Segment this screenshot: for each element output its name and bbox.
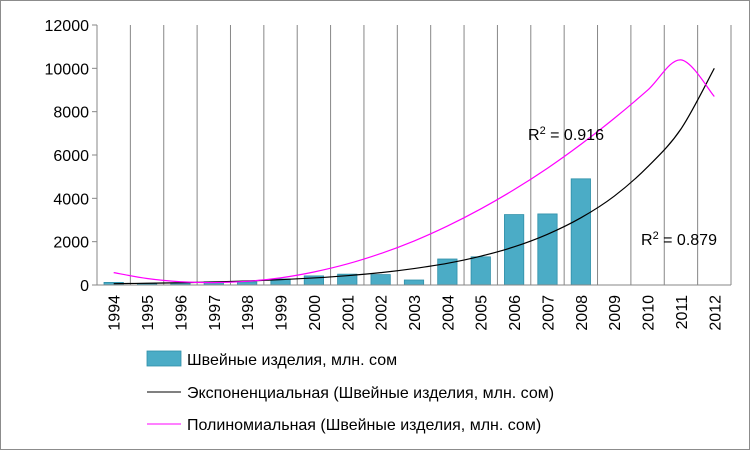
x-tick-label: 2008 <box>574 295 591 331</box>
legend-label-polynomial: Полиномиальная (Швейные изделия, млн. со… <box>187 417 541 434</box>
y-tick-label: 4000 <box>53 191 89 208</box>
legend: Швейные изделия, млн. сом Экспоненциальн… <box>146 350 554 434</box>
x-tick-label: 2004 <box>440 295 457 331</box>
bar <box>537 213 558 286</box>
bar <box>570 178 591 286</box>
trend-layer <box>113 59 715 285</box>
y-tick-label: 10000 <box>45 61 90 78</box>
x-tick-label: 2003 <box>407 295 424 331</box>
label-layer: 0 2000 4000 6000 8000 10000 12000 1994 1995 1996 1… <box>45 18 725 331</box>
x-tick-label: 2007 <box>540 295 557 331</box>
x-tick-label: 1995 <box>140 295 157 331</box>
x-tick-label: 2005 <box>474 295 491 331</box>
legend-label-bar: Швейные изделия, млн. сом <box>187 352 397 369</box>
x-tick-label: 2001 <box>340 295 357 331</box>
legend-swatch-bar <box>146 350 182 367</box>
bar <box>370 274 391 286</box>
r2-label-exponential: R2 = 0.879 <box>641 230 717 249</box>
x-tick-label: 2012 <box>707 295 724 331</box>
x-tick-label: 1997 <box>207 295 224 331</box>
grid-layer <box>96 25 732 285</box>
axis-layer <box>92 24 731 286</box>
x-tick-label: 2010 <box>641 295 658 331</box>
x-tick-label: 2011 <box>674 295 691 330</box>
bar <box>403 279 425 286</box>
y-tick-label: 12000 <box>45 18 90 35</box>
x-tick-label: 2006 <box>507 295 524 331</box>
trendline-polynomial <box>113 59 715 284</box>
x-tick-label: 2002 <box>374 295 391 331</box>
x-tick-label: 1998 <box>240 295 257 331</box>
r2-label-polynomial: R2 = 0.916 <box>528 125 604 144</box>
x-tick-label: 1996 <box>173 295 190 331</box>
x-tick-label: 2009 <box>607 295 624 331</box>
y-tick-label: 6000 <box>53 148 89 165</box>
y-tick-label: 2000 <box>53 235 89 252</box>
bar <box>470 256 491 286</box>
x-tick-label: 1994 <box>107 295 124 331</box>
x-tick-label: 2000 <box>307 295 324 331</box>
bar-layer <box>103 178 591 286</box>
x-tick-label: 1999 <box>274 295 291 331</box>
y-tick-label: 8000 <box>53 105 89 122</box>
bar <box>504 214 525 286</box>
legend-label-exponential: Экспоненциальная (Швейные изделия, млн. … <box>187 385 554 402</box>
trendline-exponential <box>113 68 715 285</box>
y-tick-label: 0 <box>80 278 89 295</box>
